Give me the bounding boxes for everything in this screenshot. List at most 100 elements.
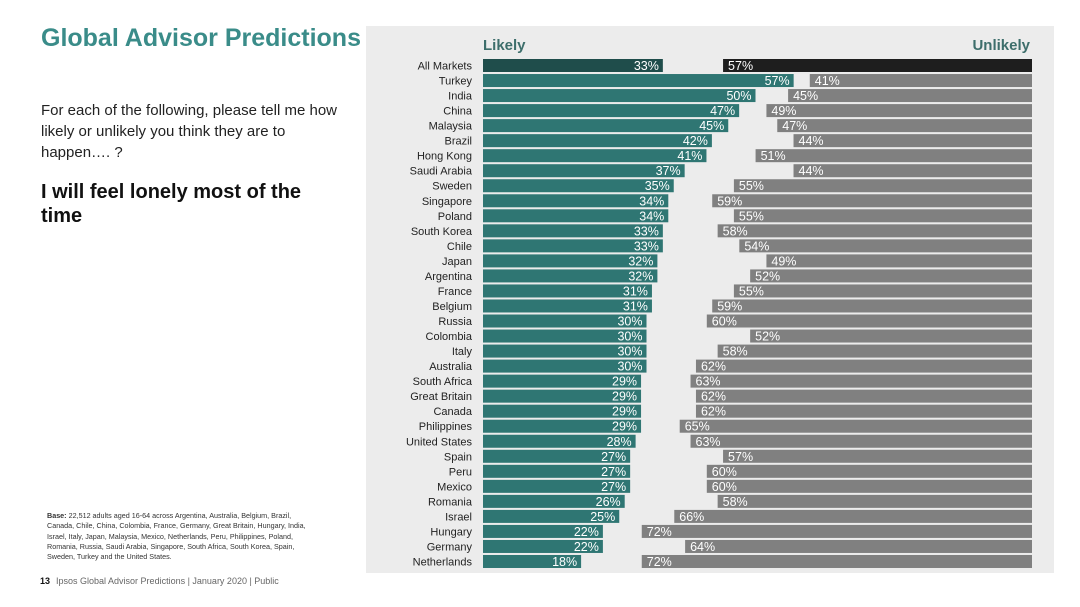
category-label: France [438,286,472,298]
likely-bar [483,434,636,448]
unlikely-value-label: 66% [679,510,704,524]
category-label: Colombia [426,331,473,343]
unlikely-bar [723,59,1032,72]
unlikely-bar [777,119,1032,133]
unlikely-value-label: 60% [712,465,737,479]
unlikely-bar [685,539,1032,553]
unlikely-bar [788,89,1032,103]
likely-bar [483,419,642,433]
likely-bar [483,524,603,538]
likely-bar [483,179,674,193]
likely-value-label: 26% [596,495,621,509]
category-label: Philippines [419,421,473,433]
likely-value-label: 30% [617,345,642,359]
legend-unlikely: Unlikely [972,37,1030,54]
unlikely-value-label: 60% [712,315,737,329]
likely-bar [483,299,652,313]
likely-bar [483,224,663,238]
unlikely-bar [733,179,1032,193]
unlikely-value-label: 58% [723,345,748,359]
unlikely-value-label: 57% [728,59,753,73]
likely-bar [483,344,647,358]
likely-bar [483,119,729,133]
category-label: Singapore [422,196,472,208]
chart-panel: Likely Unlikely All Markets 33% 57% Turkey 57%… [366,26,1054,573]
likely-value-label: 29% [612,390,637,404]
footer: 13 Ipsos Global Advisor Predictions | Jan… [40,576,279,586]
unlikely-bar [706,314,1032,328]
likely-value-label: 30% [617,360,642,374]
unlikely-bar [766,254,1032,268]
likely-bar [483,539,603,553]
base-note: Base: 22,512 adults aged 16-64 across Ar… [47,511,309,562]
likely-value-label: 33% [634,59,659,73]
unlikely-value-label: 58% [723,224,748,238]
unlikely-bar [695,404,1032,418]
unlikely-value-label: 62% [701,390,726,404]
unlikely-value-label: 41% [815,74,840,88]
unlikely-bar [706,479,1032,493]
unlikely-bar [717,344,1032,358]
unlikely-bar [712,299,1032,313]
likely-bar [483,74,794,88]
question-text: For each of the following, please tell m… [41,102,337,161]
likely-bar [483,164,685,178]
unlikely-value-label: 55% [739,284,764,298]
category-label: Mexico [437,481,472,493]
page-number: 13 [40,576,51,586]
unlikely-value-label: 45% [793,89,818,103]
unlikely-bar [641,554,1032,568]
unlikely-value-label: 52% [755,330,780,344]
unlikely-bar [717,224,1032,238]
likely-value-label: 22% [574,540,599,554]
unlikely-bar [641,524,1032,538]
page-title: Global Advisor Predictions 2020 [41,24,424,52]
likely-value-label: 42% [683,134,708,148]
category-label: Russia [438,316,473,328]
unlikely-bar [695,359,1032,373]
unlikely-bar [739,239,1032,253]
unlikely-bar [679,419,1032,433]
category-label: Peru [449,466,472,478]
likely-value-label: 27% [601,465,626,479]
category-label: Chile [447,241,472,253]
likely-bar [483,269,658,283]
likely-bar [483,149,707,163]
likely-bar [483,284,652,298]
category-label: Malaysia [429,121,473,133]
unlikely-bar [712,194,1032,208]
likely-value-label: 30% [617,330,642,344]
category-label: Great Britain [410,391,472,403]
unlikely-value-label: 55% [739,179,764,193]
category-label: Canada [433,406,472,418]
likely-value-label: 18% [552,555,577,569]
likely-value-label: 32% [628,254,653,268]
base-label: Base: [47,511,67,520]
unlikely-bar [723,449,1032,463]
likely-bar [483,389,642,403]
unlikely-bar [750,329,1032,343]
likely-bar [483,494,625,508]
base-text: 22,512 adults aged 16-64 across Argentin… [47,511,306,562]
unlikely-value-label: 59% [717,299,742,313]
unlikely-bar [690,434,1032,448]
category-label: Italy [452,346,473,358]
likely-value-label: 33% [634,239,659,253]
likely-value-label: 29% [612,405,637,419]
likely-value-label: 50% [726,89,751,103]
diverging-bar-chart: Likely Unlikely All Markets 33% 57% Turkey 57%… [406,37,1032,569]
likely-value-label: 41% [677,149,702,163]
unlikely-value-label: 55% [739,209,764,223]
likely-value-label: 31% [623,299,648,313]
unlikely-bar [674,509,1032,523]
likely-value-label: 30% [617,315,642,329]
legend-likely: Likely [483,37,526,54]
category-label: Sweden [432,181,472,193]
category-label: Romania [428,496,473,508]
unlikely-bar [766,104,1032,118]
unlikely-value-label: 63% [696,375,721,389]
likely-bar [483,89,756,103]
likely-value-label: 25% [590,510,615,524]
category-label: Japan [442,256,472,268]
likely-bar [483,359,647,373]
